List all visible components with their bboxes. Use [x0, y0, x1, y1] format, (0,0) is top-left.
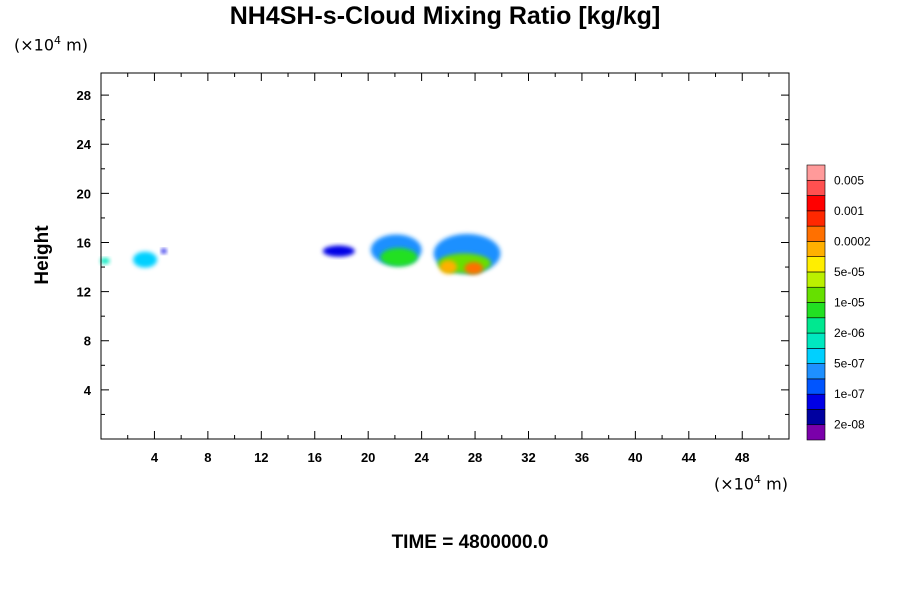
- y-tick-label: 12: [77, 285, 91, 300]
- x-tick-label: 40: [628, 450, 642, 465]
- colorbar-swatch: [806, 317, 826, 334]
- colorbar-swatch: [806, 363, 826, 380]
- x-tick-label: 48: [735, 450, 749, 465]
- colorbar-label: 0.005: [834, 173, 864, 187]
- colorbar-swatch: [806, 271, 826, 288]
- x-tick-label: 28: [468, 450, 482, 465]
- x-tick-label: 24: [414, 450, 429, 465]
- x-axis-unit: (×104 m): [714, 473, 788, 493]
- colorbar-swatch: [806, 332, 826, 349]
- y-tick-label: 20: [77, 186, 91, 201]
- plot-frame: [100, 72, 790, 440]
- x-tick-label: 16: [308, 450, 322, 465]
- time-label: TIME = 4800000.0: [391, 532, 549, 553]
- cloud-field: [100, 233, 501, 275]
- y-tick-label: 4: [84, 383, 92, 398]
- colorbar-label: 5e-07: [834, 357, 865, 371]
- x-unit-prefix: (×10: [714, 474, 755, 494]
- x-tick-label: 36: [575, 450, 589, 465]
- x-tick-label: 20: [361, 450, 375, 465]
- y-unit-exponent: 4: [54, 34, 62, 47]
- colorbar-label: 2e-08: [834, 418, 865, 432]
- colorbar-swatch: [806, 378, 826, 395]
- cloud-cell: [133, 251, 158, 268]
- y-axis-unit: (×104 m): [14, 34, 88, 54]
- colorbar-swatch: [806, 241, 826, 257]
- colorbar-swatch: [806, 393, 826, 410]
- colorbar-swatch: [806, 179, 826, 196]
- colorbar-label: 1e-05: [834, 296, 865, 310]
- colorbar-swatch: [806, 286, 826, 303]
- cloud-cell: [322, 245, 355, 257]
- colorbar-swatch: [806, 195, 826, 212]
- x-unit-exponent: 4: [754, 473, 762, 486]
- colorbar-label: 0.001: [834, 204, 864, 218]
- y-tick-label: 24: [77, 137, 92, 152]
- cloud-cell: [161, 248, 167, 254]
- colorbar-label: 0.0002: [834, 234, 871, 248]
- colorbar-label: 5e-05: [834, 265, 865, 279]
- y-tick-label: 8: [84, 334, 91, 349]
- y-unit-prefix: (×10: [14, 35, 55, 55]
- colorbar-swatch: [806, 225, 826, 242]
- x-tick-label: 4: [151, 450, 159, 465]
- cloud-cell: [464, 262, 484, 275]
- x-tick-label: 8: [204, 450, 211, 465]
- colorbar-swatch: [806, 409, 826, 426]
- colorbar-swatch: [806, 302, 826, 319]
- cloud-cell: [439, 260, 458, 274]
- cloud-cell: [100, 257, 110, 264]
- colorbar-label: 1e-07: [834, 387, 865, 401]
- x-tick-label: 12: [254, 450, 268, 465]
- cloud-cell: [380, 248, 418, 267]
- x-tick-label: 32: [521, 450, 535, 465]
- colorbar-swatch: [806, 424, 826, 441]
- colorbar-label: 2e-06: [834, 326, 865, 340]
- x-tick-label: 44: [682, 450, 697, 465]
- y-tick-label: 28: [77, 88, 91, 103]
- x-unit-suffix: m): [761, 474, 788, 494]
- colorbar-swatch: [806, 348, 826, 364]
- y-unit-suffix: m): [61, 35, 88, 55]
- colorbar-swatch: [806, 256, 826, 273]
- colorbar-swatch: [806, 210, 826, 227]
- colorbar: 2e-08 1e-07 5e-07 2e-06 1e-05 5e-05 0.0002 0.00…: [806, 164, 871, 441]
- colorbar-swatch: [806, 164, 826, 181]
- y-tick-label: 16: [77, 235, 91, 250]
- chart-title: NH4SH-s-Cloud Mixing Ratio [kg/kg]: [229, 2, 661, 30]
